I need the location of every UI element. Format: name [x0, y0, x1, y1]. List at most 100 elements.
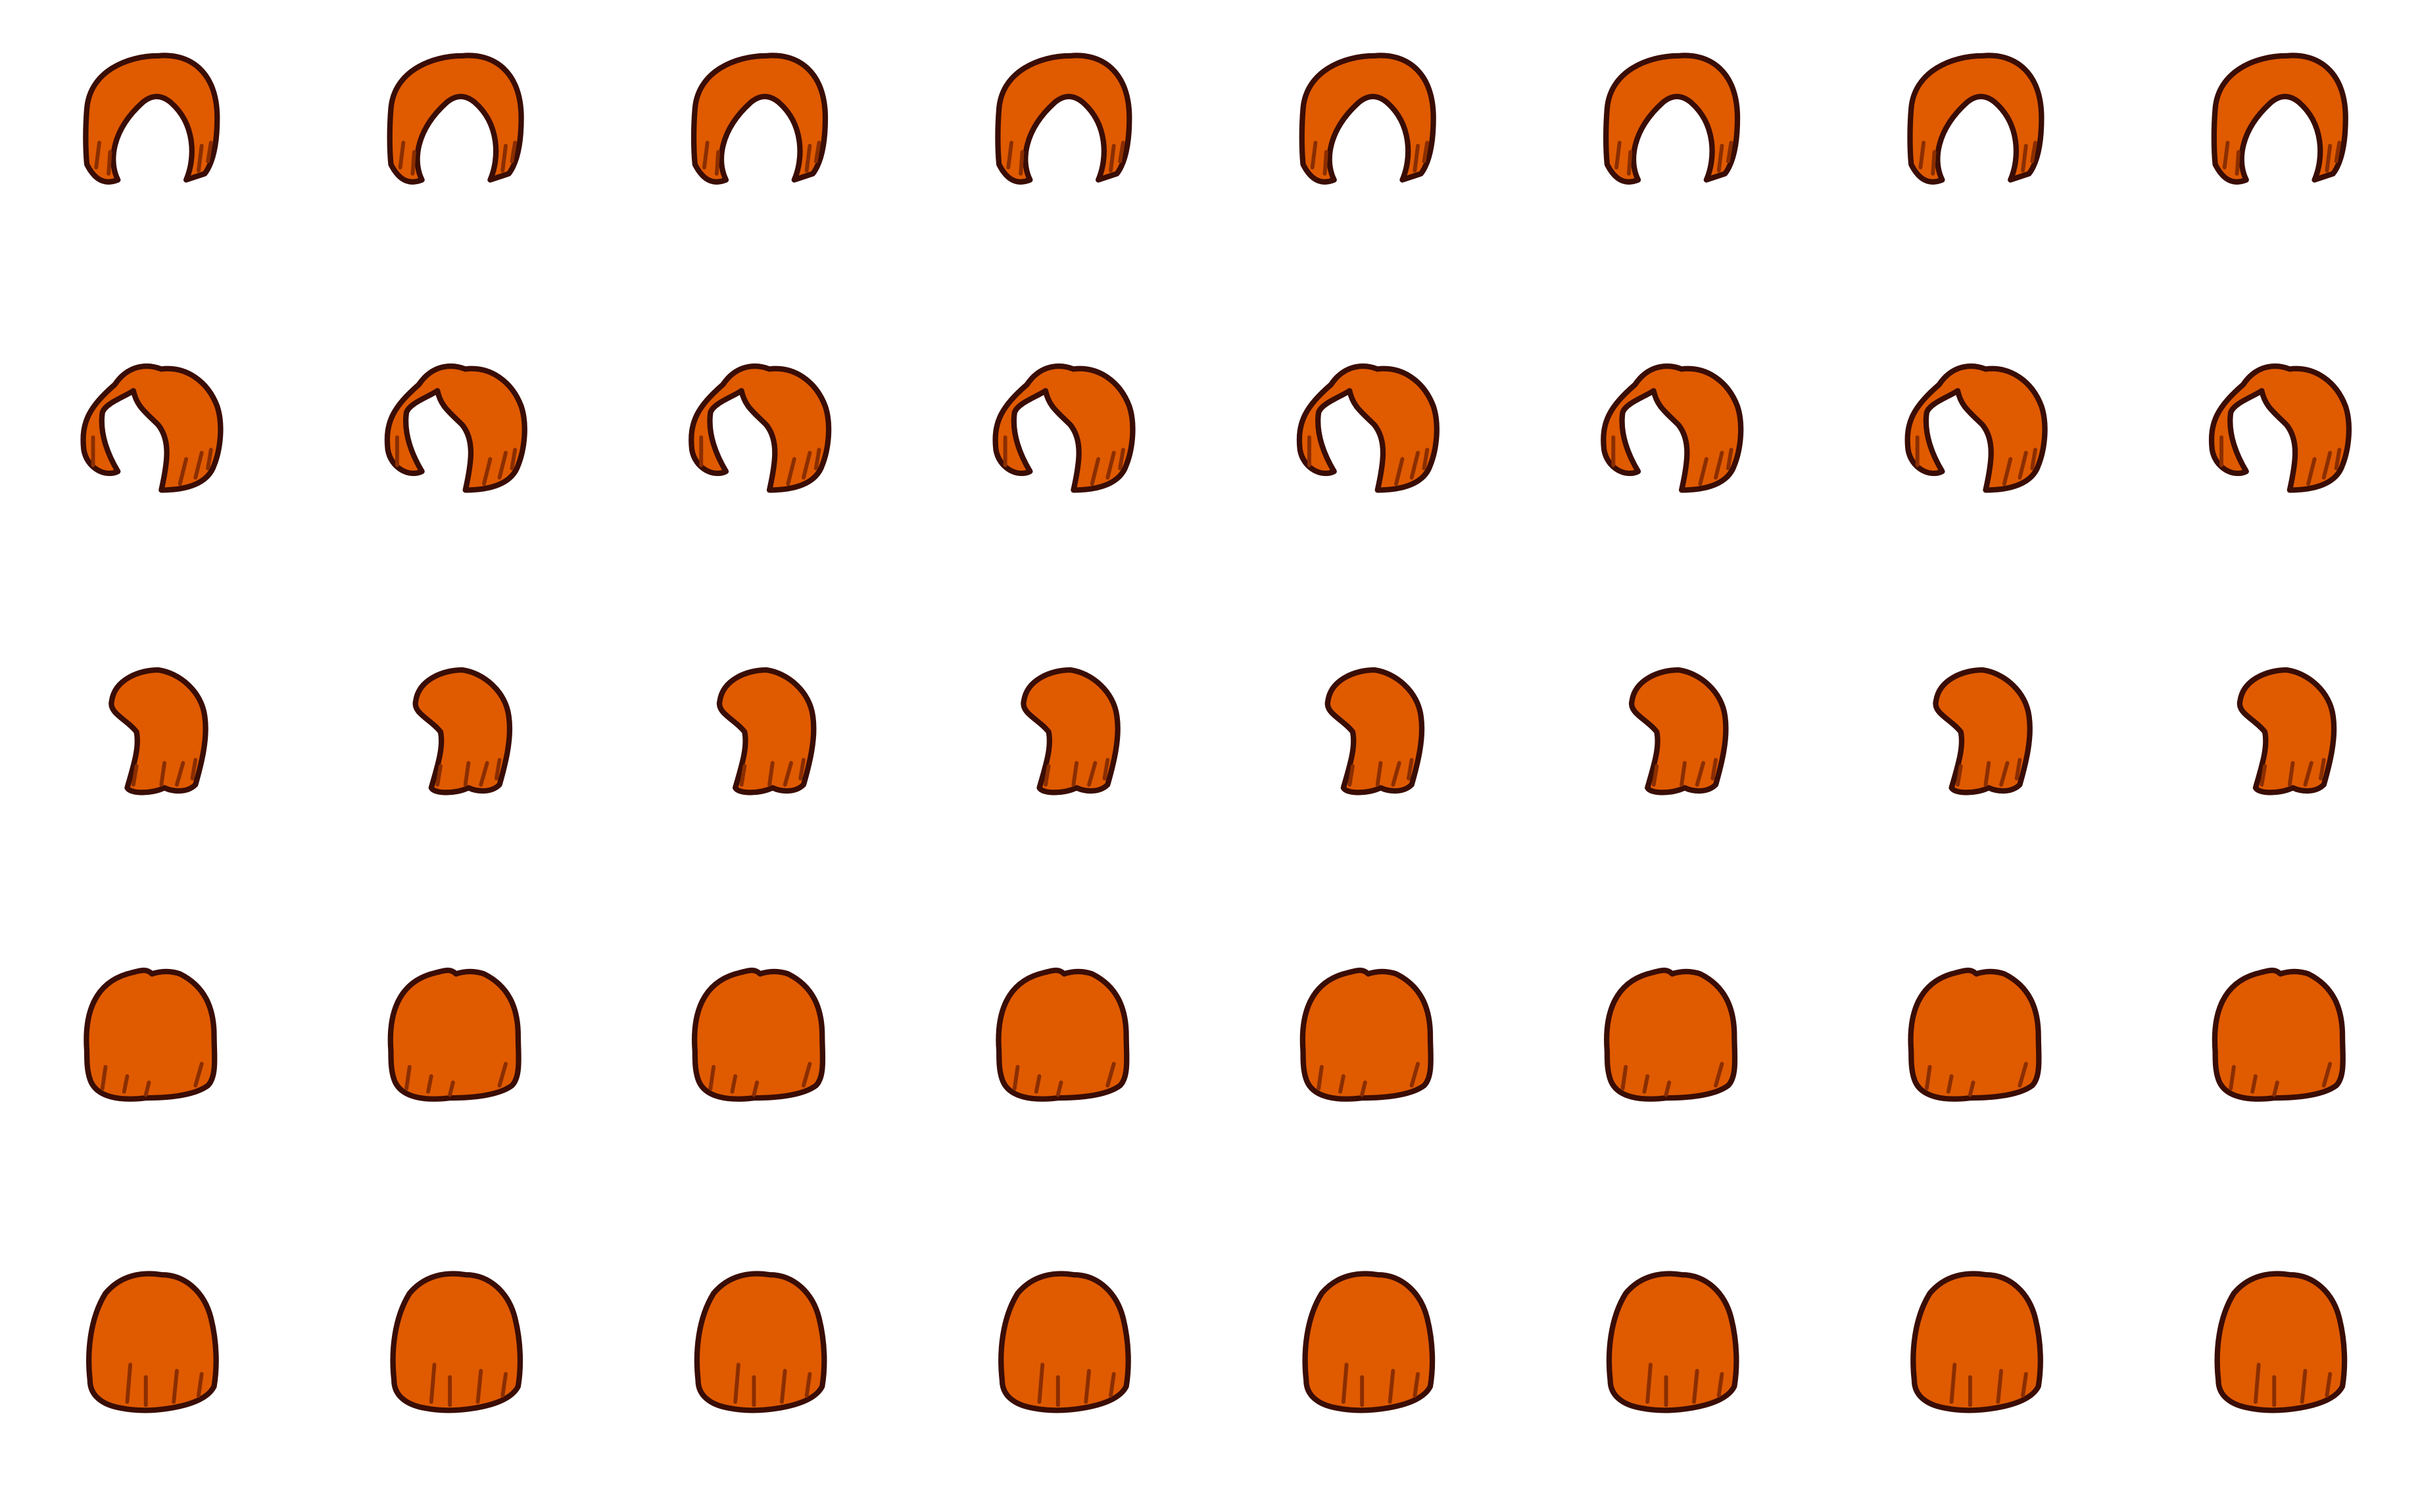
hair-strand [1692, 1369, 1699, 1404]
hair-style-2-icon[interactable] [1904, 363, 2048, 493]
hair-body [1302, 1271, 1436, 1413]
hair-strand [1714, 1062, 1724, 1088]
hair-style-1-icon[interactable] [387, 53, 524, 185]
hair-style-4-icon[interactable] [387, 967, 521, 1102]
hair-strand [1614, 141, 1622, 170]
hair-style-4-icon[interactable] [1604, 967, 1738, 1102]
hair-style-4-icon[interactable] [84, 967, 218, 1102]
hair-strand [429, 1362, 437, 1404]
hair-style-1-icon[interactable] [2211, 53, 2348, 185]
hair-strand [733, 1362, 740, 1404]
hair-style-3-icon[interactable] [412, 667, 513, 795]
hair-strand [798, 757, 806, 781]
hair-strand [1087, 761, 1098, 787]
hair-strand [122, 1074, 130, 1094]
hair-style-5-icon[interactable] [998, 1271, 1131, 1413]
hair-strand [494, 757, 502, 781]
hair-style-5-icon[interactable] [390, 1271, 523, 1413]
hair-strand [1322, 150, 1328, 176]
hair-strand [1931, 150, 1937, 176]
hair-strand [1341, 1362, 1349, 1404]
hair-style-1-icon[interactable] [1907, 53, 2045, 185]
hair-body [2214, 1271, 2348, 1413]
hair-strand [1118, 448, 1125, 471]
hair-strand [813, 141, 821, 164]
hair-strand [159, 761, 166, 787]
hair-style-5-icon[interactable] [86, 1271, 219, 1413]
hair-strand [193, 1062, 204, 1088]
hair-strand [500, 143, 508, 173]
hair-style-5-icon[interactable] [1302, 1271, 1436, 1413]
hair-strand [1012, 1065, 1020, 1091]
hair-strand [143, 1080, 151, 1097]
hair-strand [783, 761, 794, 787]
hair-strand [426, 1074, 433, 1094]
hair-body [998, 1271, 1131, 1413]
hair-style-5-icon[interactable] [2214, 1271, 2348, 1413]
hair-strand [2235, 150, 2240, 176]
hair-style-1-icon[interactable] [690, 53, 829, 185]
hair-strand [2002, 457, 2013, 486]
hair-strand [435, 764, 443, 787]
hair-body [2212, 967, 2346, 1102]
hair-style-1-icon[interactable] [1603, 53, 1741, 185]
hair-body [1299, 53, 1436, 185]
hair-style-5-icon[interactable] [1606, 1271, 1739, 1413]
hair-strand [1999, 761, 2010, 787]
hair-style-3-icon[interactable] [109, 667, 208, 795]
hair-style-3-icon[interactable] [2237, 667, 2337, 795]
hair-body [390, 1271, 523, 1413]
hair-style-1-icon[interactable] [83, 53, 220, 185]
hair-style-4-icon[interactable] [996, 967, 1130, 1102]
hair-strand [1109, 143, 1116, 173]
hair-body [694, 1271, 827, 1413]
hair-style-3-icon[interactable] [1324, 667, 1425, 795]
hair-strand [1983, 761, 1991, 787]
hair-style-4-icon[interactable] [692, 967, 826, 1102]
hair-strand [1726, 141, 1733, 164]
hair-style-2-icon[interactable] [384, 363, 527, 493]
hair-style-2-icon[interactable] [992, 363, 1136, 493]
hair-style-2-icon[interactable] [80, 363, 224, 493]
hair-strand [2334, 448, 2342, 471]
hair-style-3-icon[interactable] [717, 667, 817, 795]
hair-style-4-icon[interactable] [1299, 967, 1434, 1102]
hair-strand [2300, 1369, 2308, 1404]
hair-style-5-icon[interactable] [1910, 1271, 2043, 1413]
hair-style-2-icon[interactable] [2208, 363, 2352, 493]
hair-strand [1006, 141, 1014, 170]
hair-style-5-icon[interactable] [694, 1271, 827, 1413]
hair-strand [1956, 764, 1963, 787]
hair-style-3-icon[interactable] [1629, 667, 1729, 795]
hair-strand [1360, 1080, 1367, 1097]
hair-strand [1391, 761, 1401, 787]
hair-strand [1044, 764, 1051, 787]
hair-strand [1388, 1369, 1395, 1404]
hair-strand [1071, 761, 1079, 787]
hair-body [2211, 53, 2348, 185]
hair-style-2-icon[interactable] [689, 363, 832, 493]
hair-style-1-icon[interactable] [1299, 53, 1436, 185]
hair-strand [1642, 1074, 1650, 1094]
hair-style-2-icon[interactable] [1296, 363, 1440, 493]
hair-strand [193, 450, 204, 480]
hair-strand [197, 1372, 204, 1398]
hair-strand [2306, 457, 2317, 486]
hair-style-2-icon[interactable] [1601, 363, 1744, 493]
hair-strand [1620, 1065, 1628, 1091]
hair-strand [779, 1369, 787, 1404]
hair-strand [802, 1062, 812, 1088]
hair-style-4-icon[interactable] [1908, 967, 2042, 1102]
hair-strand [2250, 1074, 2258, 1094]
hair-strand [730, 1074, 738, 1094]
hair-style-3-icon[interactable] [1933, 667, 2033, 795]
hair-style-4-icon[interactable] [2212, 967, 2346, 1102]
hair-strand [174, 761, 185, 787]
hair-strand [1714, 450, 1724, 480]
hair-strand [497, 450, 508, 480]
hair-style-3-icon[interactable] [1021, 667, 1121, 795]
hair-strand [94, 141, 101, 170]
hair-strand [1949, 1362, 1957, 1404]
hair-style-1-icon[interactable] [995, 53, 1132, 185]
sprite-grid [80, 53, 2352, 1413]
